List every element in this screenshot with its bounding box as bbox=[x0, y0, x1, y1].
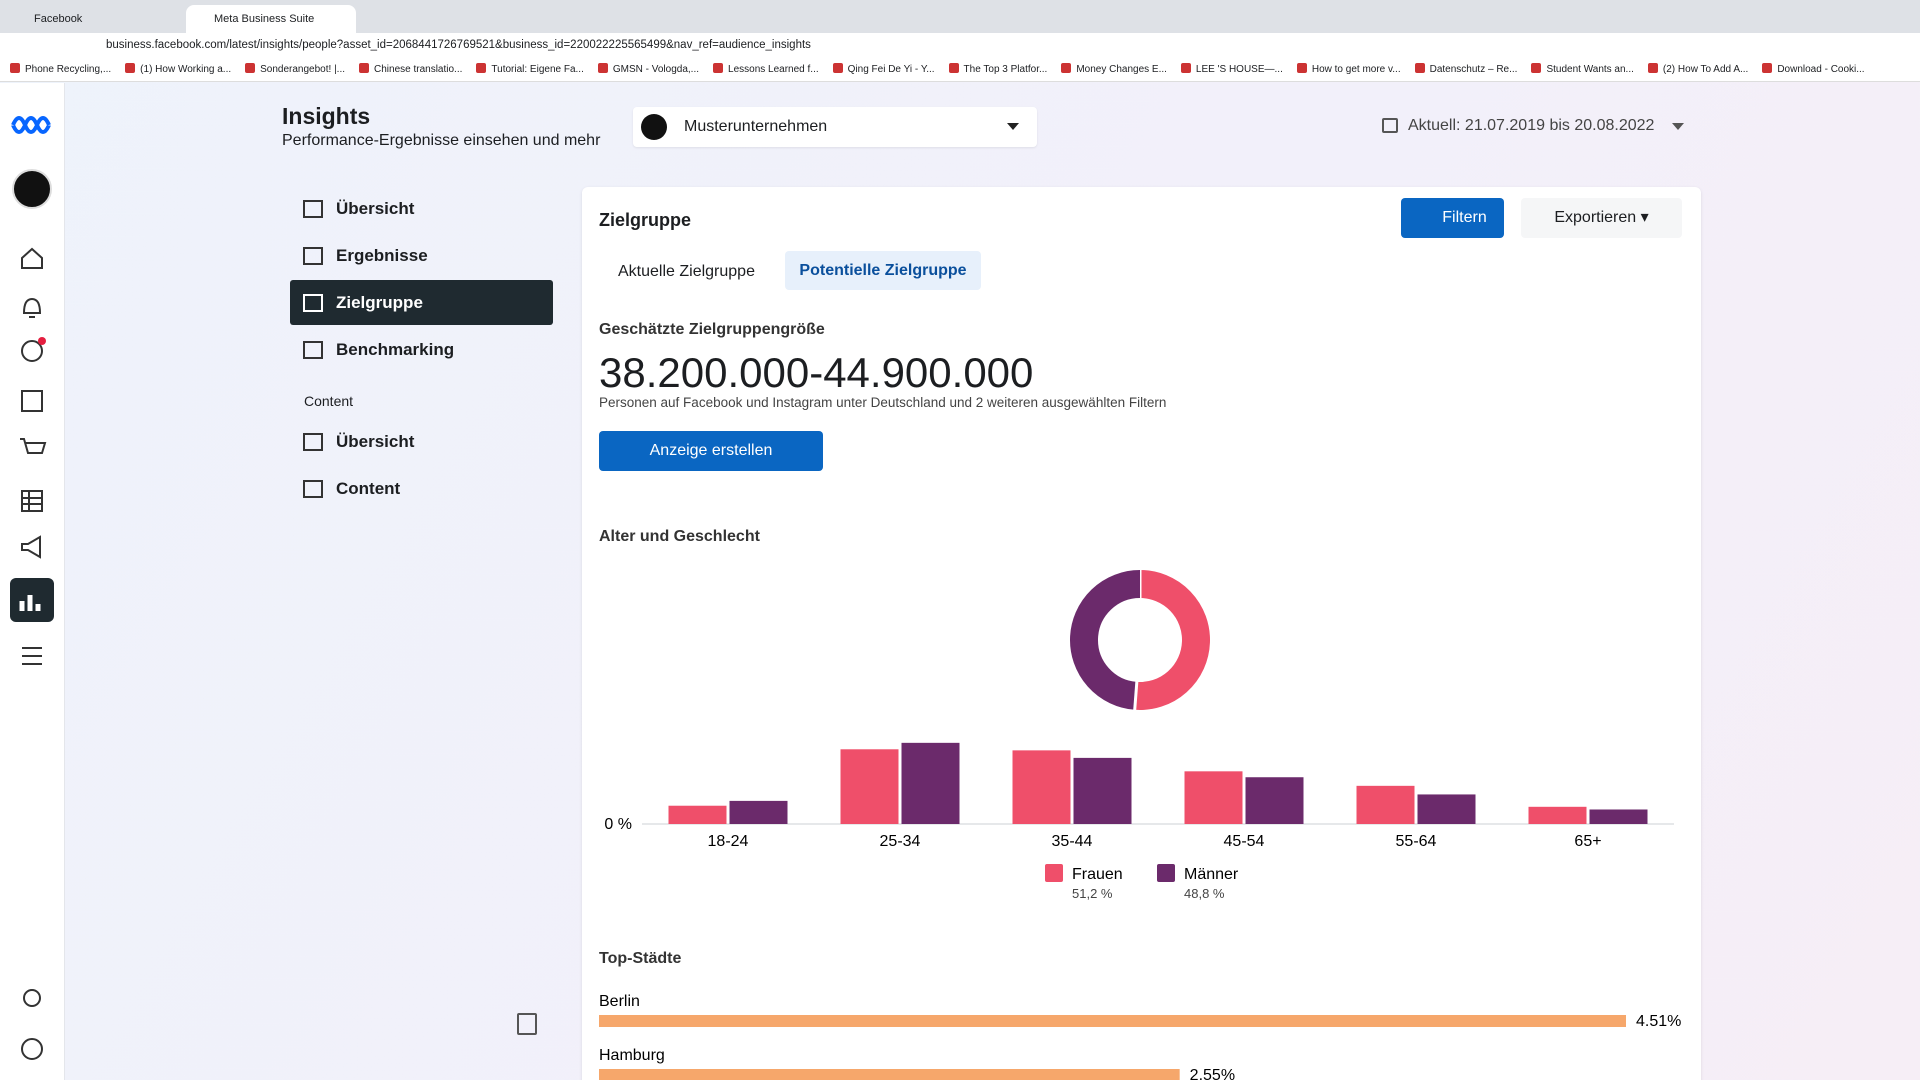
bookmark[interactable]: Qing Fei De Yi - Y... bbox=[833, 58, 935, 81]
collapse-icon[interactable] bbox=[517, 1013, 537, 1035]
nav-item[interactable]: Übersicht bbox=[290, 419, 553, 464]
card-title: Zielgruppe bbox=[599, 210, 692, 230]
bookmarks-bar: Phone Recycling,... (1) How Working a... S… bbox=[0, 58, 1920, 82]
nav-item[interactable]: Content bbox=[290, 466, 553, 511]
bookmark[interactable]: Phone Recycling,... bbox=[10, 58, 111, 81]
size-label: Geschätzte Zielgruppengröße bbox=[599, 321, 825, 338]
bookmark[interactable]: Money Changes E... bbox=[1061, 58, 1167, 81]
audience-card: Zielgruppe Filtern Exportieren ▾ Aktuell… bbox=[582, 187, 1701, 1080]
tab[interactable]: Aktuelle Zielgruppe bbox=[618, 263, 755, 280]
nav-icon bbox=[303, 341, 323, 359]
date-range[interactable]: Aktuell: 21.07.2019 bis 20.08.2022 bbox=[1408, 117, 1655, 134]
filter-label: Filtern bbox=[1442, 209, 1487, 226]
calendar-icon bbox=[1382, 118, 1398, 133]
nav-item[interactable]: Benchmarking bbox=[290, 327, 553, 372]
bookmark[interactable]: Tutorial: Eigene Fa... bbox=[476, 58, 583, 81]
insights-icon bbox=[19, 595, 41, 611]
size-note: Personen auf Facebook und Instagram unte… bbox=[599, 395, 1167, 410]
section-title: Top-Städte bbox=[599, 950, 682, 967]
nav-icons[interactable] bbox=[20, 247, 47, 1060]
url: business.facebook.com/latest/insights/pe… bbox=[106, 39, 811, 51]
icon-rail bbox=[0, 83, 65, 1080]
rail-icons bbox=[10, 116, 54, 1060]
cta-label: Anzeige erstellen bbox=[649, 442, 773, 459]
bookmark[interactable]: GMSN - Vologda,... bbox=[598, 58, 699, 81]
nav-icon bbox=[303, 247, 323, 265]
bookmark[interactable]: How to get more v... bbox=[1297, 58, 1401, 81]
bookmark[interactable]: LEE 'S HOUSE—... bbox=[1181, 58, 1283, 81]
account-selector[interactable]: Musterunternehmen bbox=[633, 107, 1037, 147]
bookmark[interactable]: Datenschutz – Re... bbox=[1415, 58, 1518, 81]
bookmark[interactable]: (2) How To Add A... bbox=[1648, 58, 1748, 81]
section-title: Alter und Geschlecht bbox=[599, 528, 760, 545]
page-title: Insights bbox=[282, 103, 371, 129]
bookmark[interactable]: Download - Cooki... bbox=[1762, 58, 1864, 81]
size-value: 38.200.000-44.900.000 bbox=[599, 349, 1034, 396]
nav-item[interactable]: Übersicht bbox=[290, 186, 553, 231]
browser-tab[interactable]: Meta Business Suite bbox=[186, 5, 356, 33]
nav-icon bbox=[303, 200, 323, 218]
filter-button[interactable]: Filtern bbox=[1401, 198, 1504, 238]
nav-item[interactable]: Zielgruppe bbox=[290, 280, 553, 325]
export-button[interactable]: Exportieren ▾ bbox=[1521, 198, 1682, 238]
bookmark[interactable]: The Top 3 Platfor... bbox=[949, 58, 1048, 81]
nav-item[interactable]: Ergebnisse bbox=[290, 233, 553, 278]
bookmark[interactable]: Lessons Learned f... bbox=[713, 58, 819, 81]
page-subtitle: Performance-Ergebnisse einsehen und mehr bbox=[282, 132, 601, 149]
bookmark[interactable]: (1) How Working a... bbox=[125, 58, 231, 81]
nav-section: Content bbox=[304, 393, 354, 409]
account-avatar[interactable] bbox=[12, 169, 52, 209]
tab-bar: Facebook Meta Business Suite bbox=[0, 0, 1920, 33]
address-bar[interactable]: business.facebook.com/latest/insights/pe… bbox=[0, 33, 1920, 58]
bookmark[interactable]: Chinese translatio... bbox=[359, 58, 462, 81]
tab-active[interactable]: Potentielle Zielgruppe bbox=[785, 251, 981, 290]
notification-dot bbox=[38, 337, 46, 345]
date-caret bbox=[1672, 123, 1684, 136]
account-name: Musterunternehmen bbox=[684, 118, 828, 135]
bookmark[interactable]: Student Wants an... bbox=[1531, 58, 1633, 81]
browser-tab[interactable]: Facebook bbox=[34, 13, 83, 25]
nav-icon bbox=[303, 433, 323, 451]
nav-icon bbox=[303, 294, 323, 312]
export-label: Exportieren bbox=[1554, 209, 1637, 226]
meta-logo[interactable] bbox=[11, 116, 51, 134]
create-ad-button[interactable]: Anzeige erstellen bbox=[599, 431, 823, 471]
nav-icon bbox=[303, 480, 323, 498]
bookmark[interactable]: Sonderangebot! |... bbox=[245, 58, 345, 81]
